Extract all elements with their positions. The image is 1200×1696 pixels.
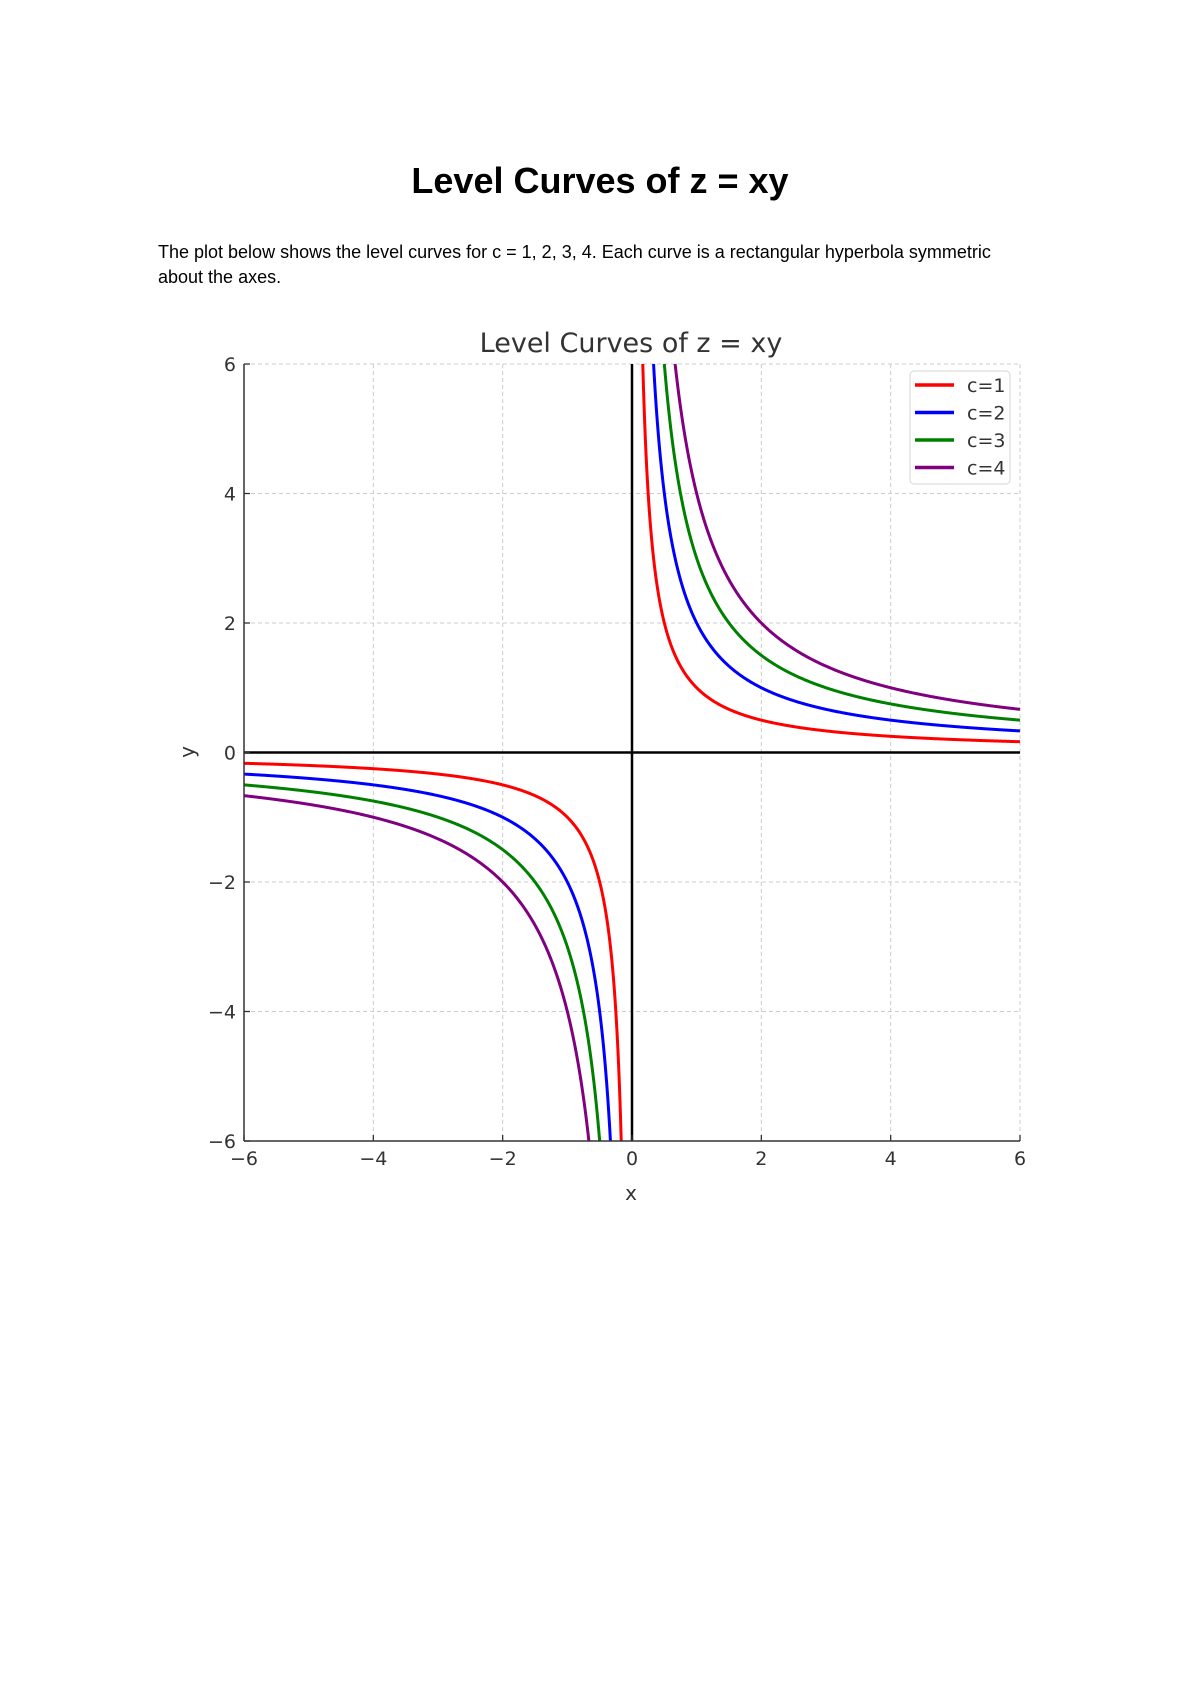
legend: c=1 c=2 c=3 c=4 bbox=[909, 370, 1011, 485]
legend-label: c=2 bbox=[967, 403, 1005, 425]
legend-label: c=3 bbox=[967, 430, 1005, 452]
legend-box bbox=[909, 370, 1011, 485]
curve-c-3-negative-branch bbox=[243, 783, 602, 1142]
x-tick-label: −6 bbox=[230, 1148, 258, 1170]
curve-c-4-negative-branch bbox=[243, 794, 591, 1142]
y-tick-label: −2 bbox=[208, 872, 236, 894]
legend-label: c=1 bbox=[967, 375, 1005, 397]
y-tick-label: 2 bbox=[224, 613, 236, 635]
legend-label: c=4 bbox=[967, 458, 1005, 480]
curve-c-4-positive-branch bbox=[673, 363, 1021, 711]
y-tick-label: −4 bbox=[208, 1002, 236, 1024]
curve-c-1-negative-branch bbox=[243, 761, 623, 1142]
x-tick-label: −4 bbox=[359, 1148, 387, 1170]
chart-title: Level Curves of z = xy bbox=[480, 328, 783, 359]
x-tick-label: 4 bbox=[885, 1148, 897, 1170]
y-tick-label: 6 bbox=[224, 354, 236, 376]
y-tick-label: 0 bbox=[224, 743, 236, 765]
x-axis-label: x bbox=[625, 1181, 637, 1205]
y-axis-label: y bbox=[175, 746, 199, 758]
level-curves-chart: Level Curves of z = xy −6 −4 −2 0 2 4 6 −6 −4 −2 0… bbox=[175, 328, 1026, 1205]
y-tick-label: 4 bbox=[224, 484, 236, 506]
x-tick-label: 0 bbox=[626, 1148, 638, 1170]
curve-c-3-positive-branch bbox=[662, 363, 1021, 722]
y-tick-label: −6 bbox=[208, 1131, 236, 1153]
x-tick-label: 2 bbox=[755, 1148, 767, 1170]
x-tick-label: −2 bbox=[489, 1148, 517, 1170]
curve-c-1-positive-branch bbox=[641, 363, 1021, 744]
document-title: Level Curves of z = xy bbox=[411, 160, 789, 201]
document-paragraph: The plot below shows the level curves fo… bbox=[158, 242, 991, 287]
curve-c-2-negative-branch bbox=[243, 772, 612, 1142]
x-tick-label: 6 bbox=[1014, 1148, 1026, 1170]
curve-c-2-positive-branch bbox=[652, 363, 1021, 733]
